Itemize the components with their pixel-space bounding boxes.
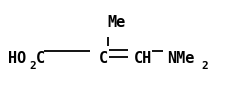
Text: C: C xyxy=(98,51,107,66)
Text: C: C xyxy=(35,51,44,66)
Text: 2: 2 xyxy=(29,61,36,71)
Text: NMe: NMe xyxy=(166,51,194,66)
Text: Me: Me xyxy=(107,15,125,30)
Text: CH: CH xyxy=(134,51,152,66)
Text: 2: 2 xyxy=(200,61,207,71)
Text: HO: HO xyxy=(8,51,26,66)
